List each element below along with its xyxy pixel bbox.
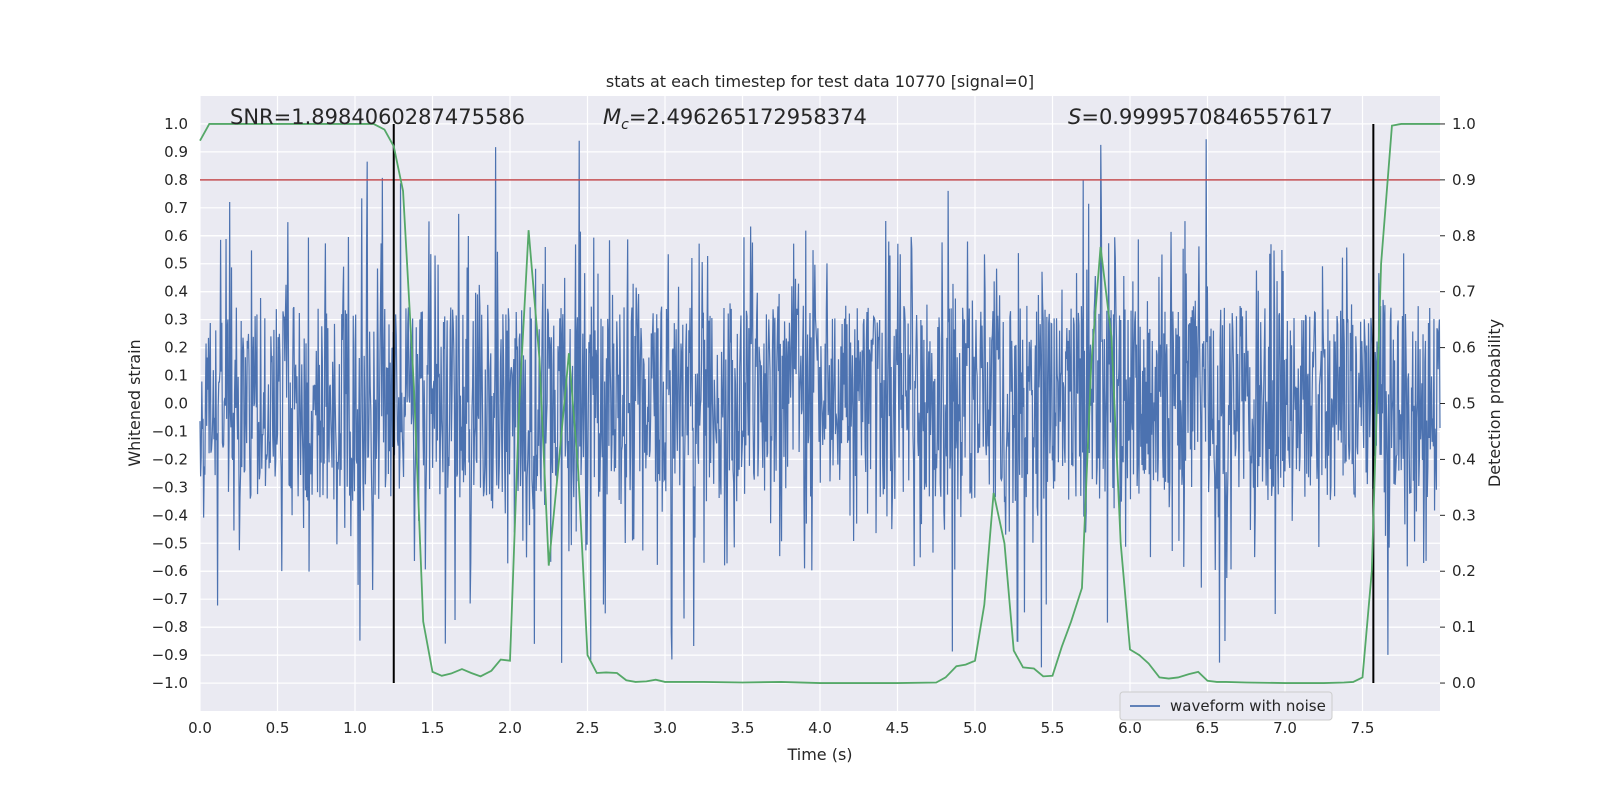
x-tick-label: 5.0: [963, 719, 987, 737]
x-axis-label: Time (s): [786, 745, 852, 764]
y-tick-label: −1.0: [152, 674, 188, 692]
y2-tick-label: 0.2: [1452, 562, 1476, 580]
x-tick-label: 4.0: [808, 719, 832, 737]
legend-box: [1119, 691, 1333, 721]
x-tick-label: 3.0: [653, 719, 677, 737]
y-tick-label: −0.8: [152, 618, 188, 636]
x-tick-label: 4.5: [886, 719, 910, 737]
x-tick-label: 0.0: [188, 719, 212, 737]
y-tick-label: 0.4: [164, 283, 188, 301]
y2-tick-label: 0.9: [1452, 171, 1476, 189]
y-tick-label: 0.1: [164, 367, 188, 385]
y-tick-label: −0.7: [152, 590, 188, 608]
annotation-mc-symbol: M: [603, 105, 621, 129]
waveform-line: [199, 139, 1441, 668]
y-tick-label: 0.5: [164, 255, 188, 273]
y-tick-label: 1.0: [164, 115, 188, 133]
vertical-markers: [392, 123, 1375, 684]
waveform-series: [199, 139, 1441, 668]
y-tick-label: −0.9: [152, 646, 188, 664]
probability-series: [199, 123, 1440, 684]
y-tick-label: 0.8: [164, 171, 188, 189]
annotation-chirp-mass: Mc=2.496265172958374: [603, 105, 867, 133]
y2-tick-label: 0.3: [1452, 506, 1476, 524]
probability-line: [199, 123, 1440, 684]
x-tick-label: 7.5: [1351, 719, 1375, 737]
y-tick-label: 0.7: [164, 199, 188, 217]
tick-labels: 0.0 0.5 1.0 1.5 2.0 2.5 3.0 3.5 4.0 4.5 5.0 5.5 6.0 6…: [152, 115, 1476, 737]
x-tick-label: 6.5: [1196, 719, 1220, 737]
y2-tick-label: 0.7: [1452, 283, 1476, 301]
chart-title: stats at each timestep for test data 107…: [606, 72, 1034, 91]
x-tick-label: 7.0: [1273, 719, 1297, 737]
y-tick-label: 0.3: [164, 311, 188, 329]
y-tick-label: −0.3: [152, 478, 188, 496]
annotation-s-value: =0.9999570846557617: [1081, 105, 1332, 129]
x-tick-label: 0.5: [266, 719, 290, 737]
y-tick-label: −0.1: [152, 422, 188, 440]
y-axis-label: Whitened strain: [125, 339, 144, 466]
x-tick-label: 6.0: [1118, 719, 1142, 737]
legend-label: waveform with noise: [1170, 697, 1326, 715]
annotation-s-symbol: S: [1068, 105, 1081, 129]
y-tick-label: 0.9: [164, 143, 188, 161]
annotation-mc-value: =2.496265172958374: [629, 105, 867, 129]
annotation-snr: SNR=1.8984060287475586: [230, 105, 525, 129]
x-tick-label: 3.5: [731, 719, 755, 737]
y2-tick-label: 0.8: [1452, 227, 1476, 245]
y-tick-label: −0.2: [152, 450, 188, 468]
y-tick-label: 0.2: [164, 339, 188, 357]
x-tick-label: 1.5: [421, 719, 445, 737]
y-tick-label: 0.0: [164, 395, 188, 413]
y2-tick-label: 0.5: [1452, 395, 1476, 413]
y-tick-label: −0.4: [152, 506, 188, 524]
y2-tick-label: 0.1: [1452, 618, 1476, 636]
annotation-score: S=0.9999570846557617: [1068, 105, 1333, 129]
x-tick-label: 1.0: [343, 719, 367, 737]
annotation-mc-subscript: c: [621, 117, 629, 133]
y-tick-label: −0.6: [152, 562, 188, 580]
legend: waveform with noise: [1119, 691, 1333, 721]
y2-tick-label: 1.0: [1452, 115, 1476, 133]
x-tick-label: 2.0: [498, 719, 522, 737]
y2-axis-label: Detection probability: [1485, 319, 1504, 487]
y-tick-label: −0.5: [152, 534, 188, 552]
x-tick-label: 2.5: [576, 719, 600, 737]
y-tick-label: 0.6: [164, 227, 188, 245]
x-tick-label: 5.5: [1041, 719, 1065, 737]
y2-tick-label: 0.4: [1452, 450, 1476, 468]
y2-tick-label: 0.0: [1452, 674, 1476, 692]
y2-tick-label: 0.6: [1452, 339, 1476, 357]
